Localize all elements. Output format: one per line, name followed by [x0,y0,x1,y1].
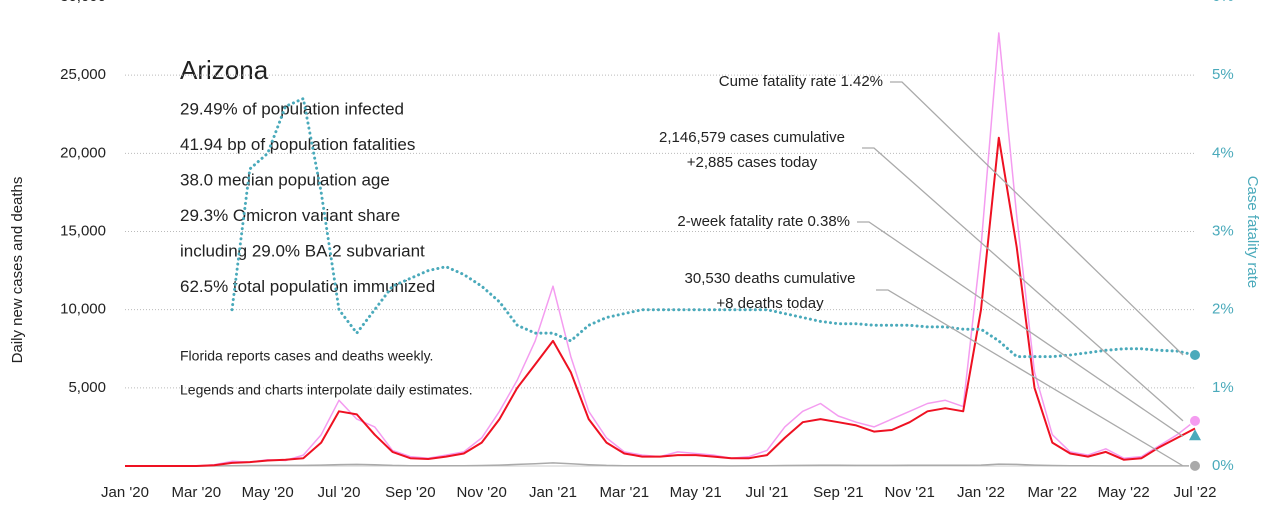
info-line: including 29.0% BA.2 subvariant [180,241,425,260]
annotation-leader [857,221,1184,437]
y-tick-label: 20,000 [60,144,106,161]
x-tick-label: May '22 [1098,484,1150,501]
x-tick-label: Jan '20 [101,484,149,501]
annotation: 2,146,579 cases cumulative [659,129,845,146]
y-tick-label: 30,000 [60,0,106,5]
series-line [125,462,1195,467]
y2-tick-label: 0% [1212,457,1234,474]
y2-tick-label: 3% [1212,222,1234,239]
y2-tick-label: 4% [1212,144,1234,161]
annotation: +8 deaths today [716,295,824,312]
y2-axis-label: Case fatality rate [1244,176,1261,289]
y-tick-label: 25,000 [60,66,106,83]
y-tick-label: 15,000 [60,222,106,239]
series-line [125,136,1196,467]
y2-tick-label: 2% [1212,301,1234,318]
x-tick-label: Sep '20 [385,484,435,501]
note: Florida reports cases and deaths weekly. [180,348,433,364]
x-tick-label: Jul '21 [746,484,789,501]
x-tick-label: May '21 [670,484,722,501]
x-tick-label: May '20 [242,484,294,501]
y2-tick-label: 1% [1212,379,1234,396]
series-line [230,97,1197,359]
note: Legends and charts interpolate daily est… [180,382,473,398]
annotation-leader [890,81,1184,356]
chart-title: Arizona [180,55,269,85]
y2-tick-label: 6% [1212,0,1234,5]
annotation: Cume fatality rate 1.42% [719,73,883,90]
y-axis-label: Daily new cases and deaths [9,177,26,364]
x-tick-label: Jan '21 [529,484,577,501]
x-tick-label: Nov '20 [456,484,506,501]
x-tick-label: Jan '22 [957,484,1005,501]
end-marker [1189,414,1201,427]
annotation: 2-week fatality rate 0.38% [677,213,850,230]
annotation: 30,530 deaths cumulative [685,270,856,287]
x-tick-label: Mar '22 [1028,484,1078,501]
info-line: 62.5% total population immunized [180,277,435,296]
x-tick-label: Mar '21 [600,484,650,501]
annotation-leader [876,289,1184,467]
annotation: +2,885 cases today [687,154,818,171]
y-tick-label: 5,000 [68,379,106,396]
x-tick-label: Jul '22 [1174,484,1217,501]
y-tick-label: 10,000 [60,301,106,318]
info-line: 29.49% of population infected [180,99,404,118]
end-marker [1189,349,1201,362]
info-line: 38.0 median population age [180,170,390,189]
x-tick-label: Sep '21 [813,484,863,501]
end-marker [1189,459,1201,472]
x-tick-label: Mar '20 [172,484,222,501]
x-tick-label: Nov '21 [884,484,934,501]
annotation-leader [862,147,1184,422]
two-week-marker [1189,429,1201,441]
x-tick-label: Jul '20 [318,484,361,501]
y2-tick-label: 5% [1212,66,1234,83]
info-line: 29.3% Omicron variant share [180,206,400,225]
info-line: 41.94 bp of population fatalities [180,135,415,154]
